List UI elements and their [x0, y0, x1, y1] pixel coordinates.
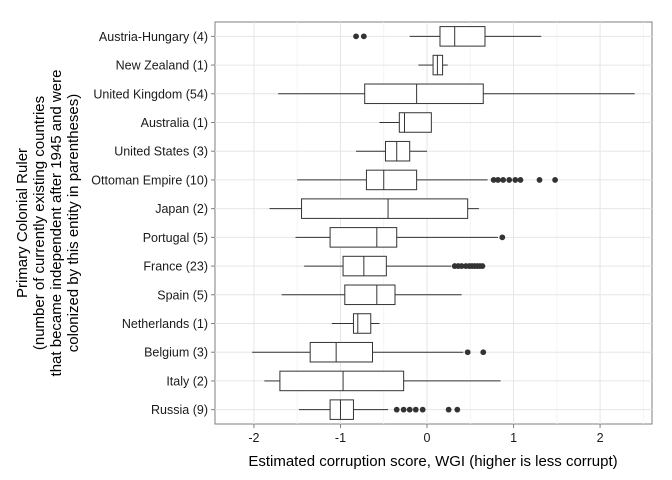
- outlier-point: [360, 33, 367, 40]
- outlier-point: [499, 234, 506, 241]
- box-marks: [252, 26, 635, 420]
- y-tick-label: France (23): [143, 260, 208, 274]
- box: [364, 83, 484, 105]
- y-axis-title-line-2: (number of currently existing countries: [31, 96, 48, 350]
- x-tick-label: 1: [510, 431, 517, 445]
- box-group: [304, 255, 486, 277]
- x-tick-label: -2: [248, 431, 259, 445]
- box-group: [278, 83, 635, 105]
- box-group: [298, 399, 461, 420]
- y-axis-title-line-4: colonized by this entity in parentheses): [65, 94, 82, 352]
- outlier-point: [495, 177, 501, 183]
- x-axis-title: Estimated corruption score, WGI (higher …: [248, 453, 617, 470]
- box: [352, 313, 372, 334]
- outlier-point: [454, 406, 461, 413]
- outlier-point: [412, 406, 419, 413]
- y-tick-label: United Kingdom (54): [93, 87, 208, 101]
- box: [439, 26, 486, 47]
- box-group: [356, 140, 428, 162]
- outlier-point: [458, 263, 465, 269]
- box: [384, 140, 411, 162]
- plot-panel: [214, 21, 653, 425]
- y-axis-title-line-1: Primary Colonial Ruler: [14, 148, 31, 298]
- y-tick-label: Portugal (5): [143, 231, 208, 245]
- box: [365, 169, 418, 191]
- y-tick-label: New Zealand (1): [116, 59, 208, 73]
- y-tick-label: Belgium (3): [144, 346, 208, 360]
- y-axis-title: Primary Colonial Ruler (number of curren…: [14, 70, 82, 377]
- x-tick-labels: -2 -1 0 1 2: [248, 424, 604, 445]
- outlier-point: [536, 177, 543, 183]
- box: [329, 399, 354, 420]
- box: [301, 198, 469, 219]
- outlier-point: [512, 177, 519, 183]
- y-tick-label: Ottoman Empire (10): [91, 173, 208, 187]
- outlier-point: [490, 177, 497, 183]
- y-tick-label: United States (3): [114, 145, 208, 159]
- y-tick-label: Australia (1): [141, 116, 208, 130]
- box-group: [418, 54, 448, 76]
- box: [309, 341, 373, 363]
- outlier-point: [480, 349, 487, 356]
- box-group: [252, 341, 487, 363]
- outlier-point: [479, 263, 486, 269]
- box-group: [353, 26, 542, 47]
- y-tick-label: Russia (9): [151, 403, 208, 417]
- outlier-point: [400, 406, 407, 413]
- y-tick-label: Austria-Hungary (4): [99, 30, 208, 44]
- outlier-point: [506, 177, 513, 183]
- y-tick-label: Netherlands (1): [122, 317, 208, 331]
- box-group: [269, 198, 479, 219]
- outlier-point: [445, 406, 452, 413]
- y-tick-label: Italy (2): [166, 374, 208, 388]
- box-group: [281, 284, 462, 306]
- y-axis-title-line-3: that became independent after 1945 and w…: [48, 70, 65, 377]
- x-tick-label: 2: [597, 431, 604, 445]
- outlier-point: [517, 177, 524, 183]
- outlier-point: [464, 349, 471, 356]
- y-tick-label: Japan (2): [155, 202, 208, 216]
- box: [279, 370, 405, 392]
- box-group: [379, 112, 432, 133]
- outlier-point: [419, 406, 426, 413]
- box-group: [264, 370, 501, 392]
- box-group: [295, 227, 506, 248]
- box: [398, 112, 432, 133]
- box: [342, 255, 387, 277]
- x-tick-label: 0: [424, 431, 431, 445]
- box-group: [297, 169, 558, 191]
- box: [344, 284, 396, 306]
- box-group: [331, 313, 380, 334]
- box: [329, 227, 398, 248]
- y-tick-label: Spain (5): [157, 288, 208, 302]
- outlier-point: [552, 177, 558, 183]
- outlier-point: [500, 177, 507, 183]
- outlier-point: [393, 406, 400, 413]
- outlier-point: [406, 406, 413, 413]
- y-tick-labels: Austria-Hungary (4) New Zealand (1) United…: [91, 30, 215, 417]
- x-tick-label: -1: [335, 431, 346, 445]
- outlier-point: [353, 33, 359, 40]
